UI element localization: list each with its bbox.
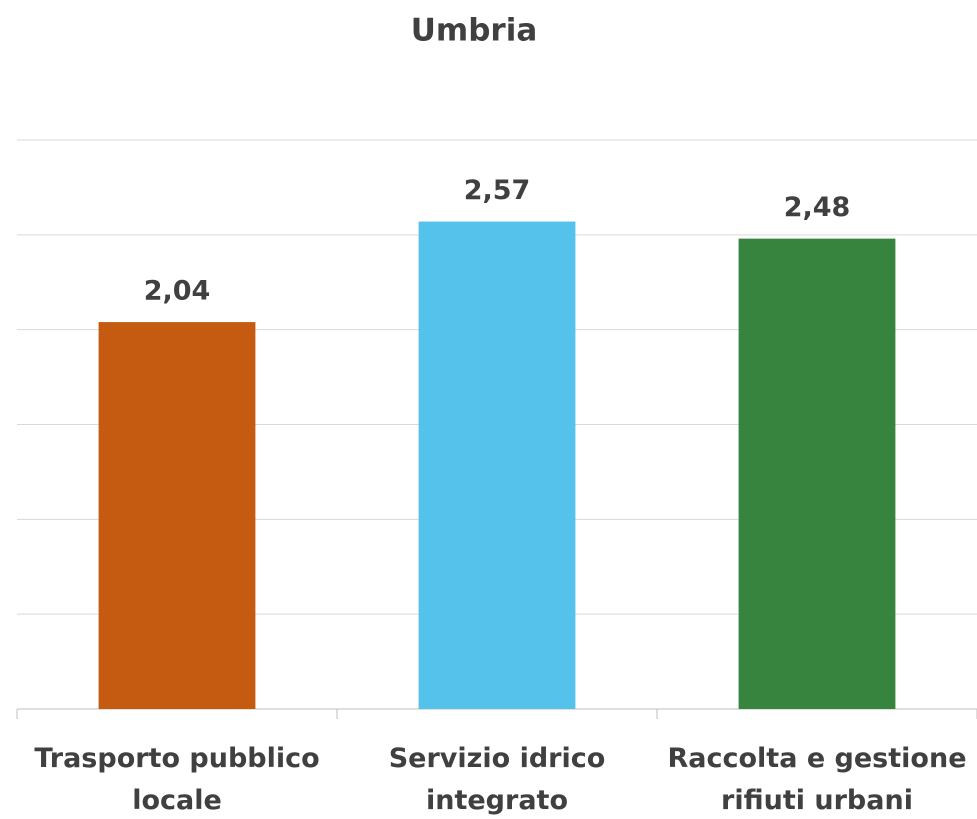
data-label: 2,04 [144, 276, 211, 307]
x-tick-label: Servizio idrico integrato [388, 743, 606, 816]
bar [98, 322, 256, 709]
data-label: 2,48 [784, 192, 851, 223]
data-label: 2,57 [464, 175, 531, 206]
x-tick-label: Trasporto pubblico locale [34, 743, 320, 816]
x-tick-label: Raccolta e gestione rifiuti urbani [667, 743, 967, 816]
chart-title: Umbria [411, 13, 538, 49]
bar [418, 221, 576, 709]
bar [738, 238, 896, 710]
